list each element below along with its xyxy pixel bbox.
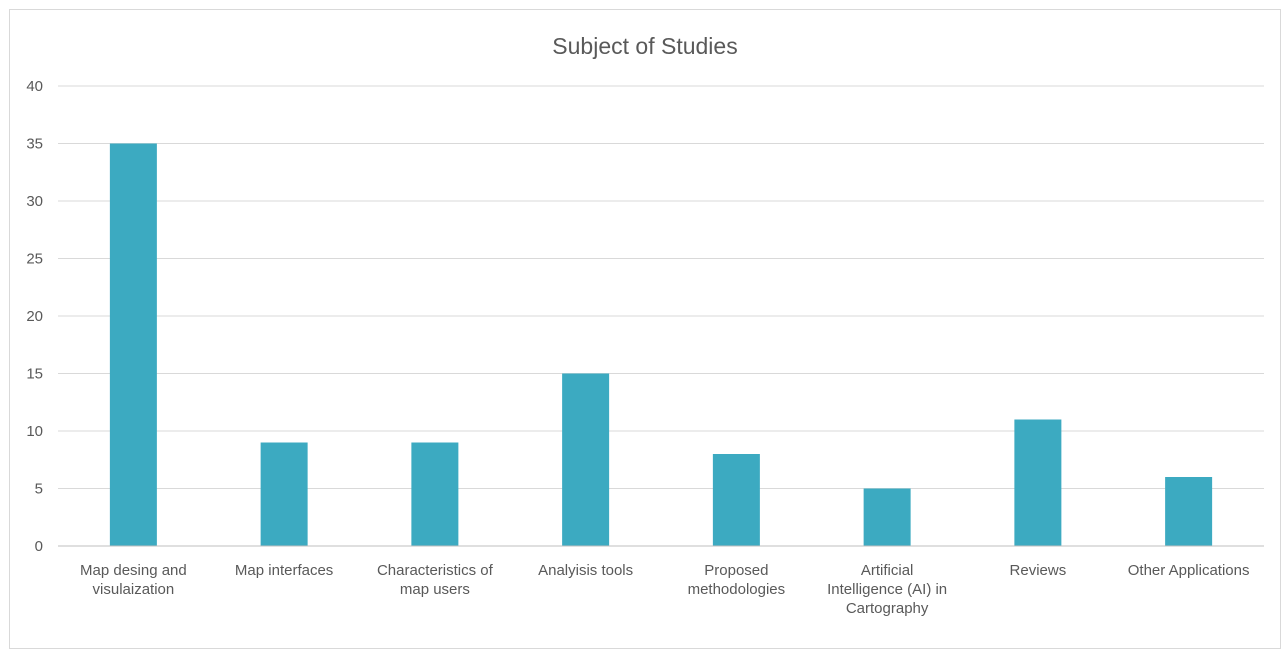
x-tick-label-line: Map interfaces	[235, 562, 333, 579]
bar	[260, 442, 308, 546]
bar	[109, 143, 157, 546]
y-tick-label: 25	[26, 251, 43, 268]
x-tick-label-line: Artificial	[861, 562, 914, 579]
gridlines	[58, 85, 1264, 489]
bar	[863, 488, 911, 546]
y-tick-label: 0	[35, 538, 43, 555]
x-axis-tick-labels: Map desing and visulaization Map interface…	[80, 562, 1250, 617]
bar	[712, 454, 760, 546]
bar	[562, 373, 610, 546]
x-tick-label: Characteristics of map users	[377, 562, 494, 598]
x-tick-label-line: map users	[400, 581, 470, 598]
bars	[109, 143, 1213, 546]
x-tick-label-line: Map desing and	[80, 562, 187, 579]
x-tick-label-line: visulaization	[93, 581, 175, 598]
y-tick-label: 30	[26, 193, 43, 210]
x-tick-label-line: Cartography	[846, 600, 929, 617]
y-tick-label: 20	[26, 308, 43, 325]
chart-title: Subject of Studies	[552, 33, 737, 59]
x-tick-label-line: Other Applications	[1128, 562, 1250, 579]
x-tick-label: Analyisis tools	[538, 562, 633, 579]
x-tick-label-line: Characteristics of	[377, 562, 494, 579]
y-tick-label: 40	[26, 78, 43, 95]
bar	[1165, 477, 1213, 546]
y-tick-label: 5	[35, 481, 43, 498]
bar	[411, 442, 459, 546]
x-tick-label: Artificial Intelligence (AI) in Cartograph…	[827, 562, 947, 617]
y-tick-label: 35	[26, 136, 43, 153]
x-tick-label-line: methodologies	[688, 581, 786, 598]
x-tick-label: Map interfaces	[235, 562, 333, 579]
x-tick-label: Map desing and visulaization	[80, 562, 187, 598]
x-tick-label-line: Analyisis tools	[538, 562, 633, 579]
chart-frame	[9, 9, 1281, 649]
bar-chart: Subject of Studies 0 5 10 15 20 25 30 35 40 Map …	[26, 33, 1264, 617]
x-tick-label-line: Reviews	[1010, 562, 1067, 579]
y-tick-label: 10	[26, 423, 43, 440]
bar	[1014, 419, 1062, 546]
y-tick-label: 15	[26, 366, 43, 383]
y-axis-tick-labels: 0 5 10 15 20 25 30 35 40	[26, 78, 43, 555]
x-tick-label-line: Intelligence (AI) in	[827, 581, 947, 598]
x-tick-label: Reviews	[1010, 562, 1067, 579]
x-tick-label: Proposed methodologies	[688, 562, 786, 598]
x-tick-label-line: Proposed	[704, 562, 768, 579]
x-tick-label: Other Applications	[1128, 562, 1250, 579]
